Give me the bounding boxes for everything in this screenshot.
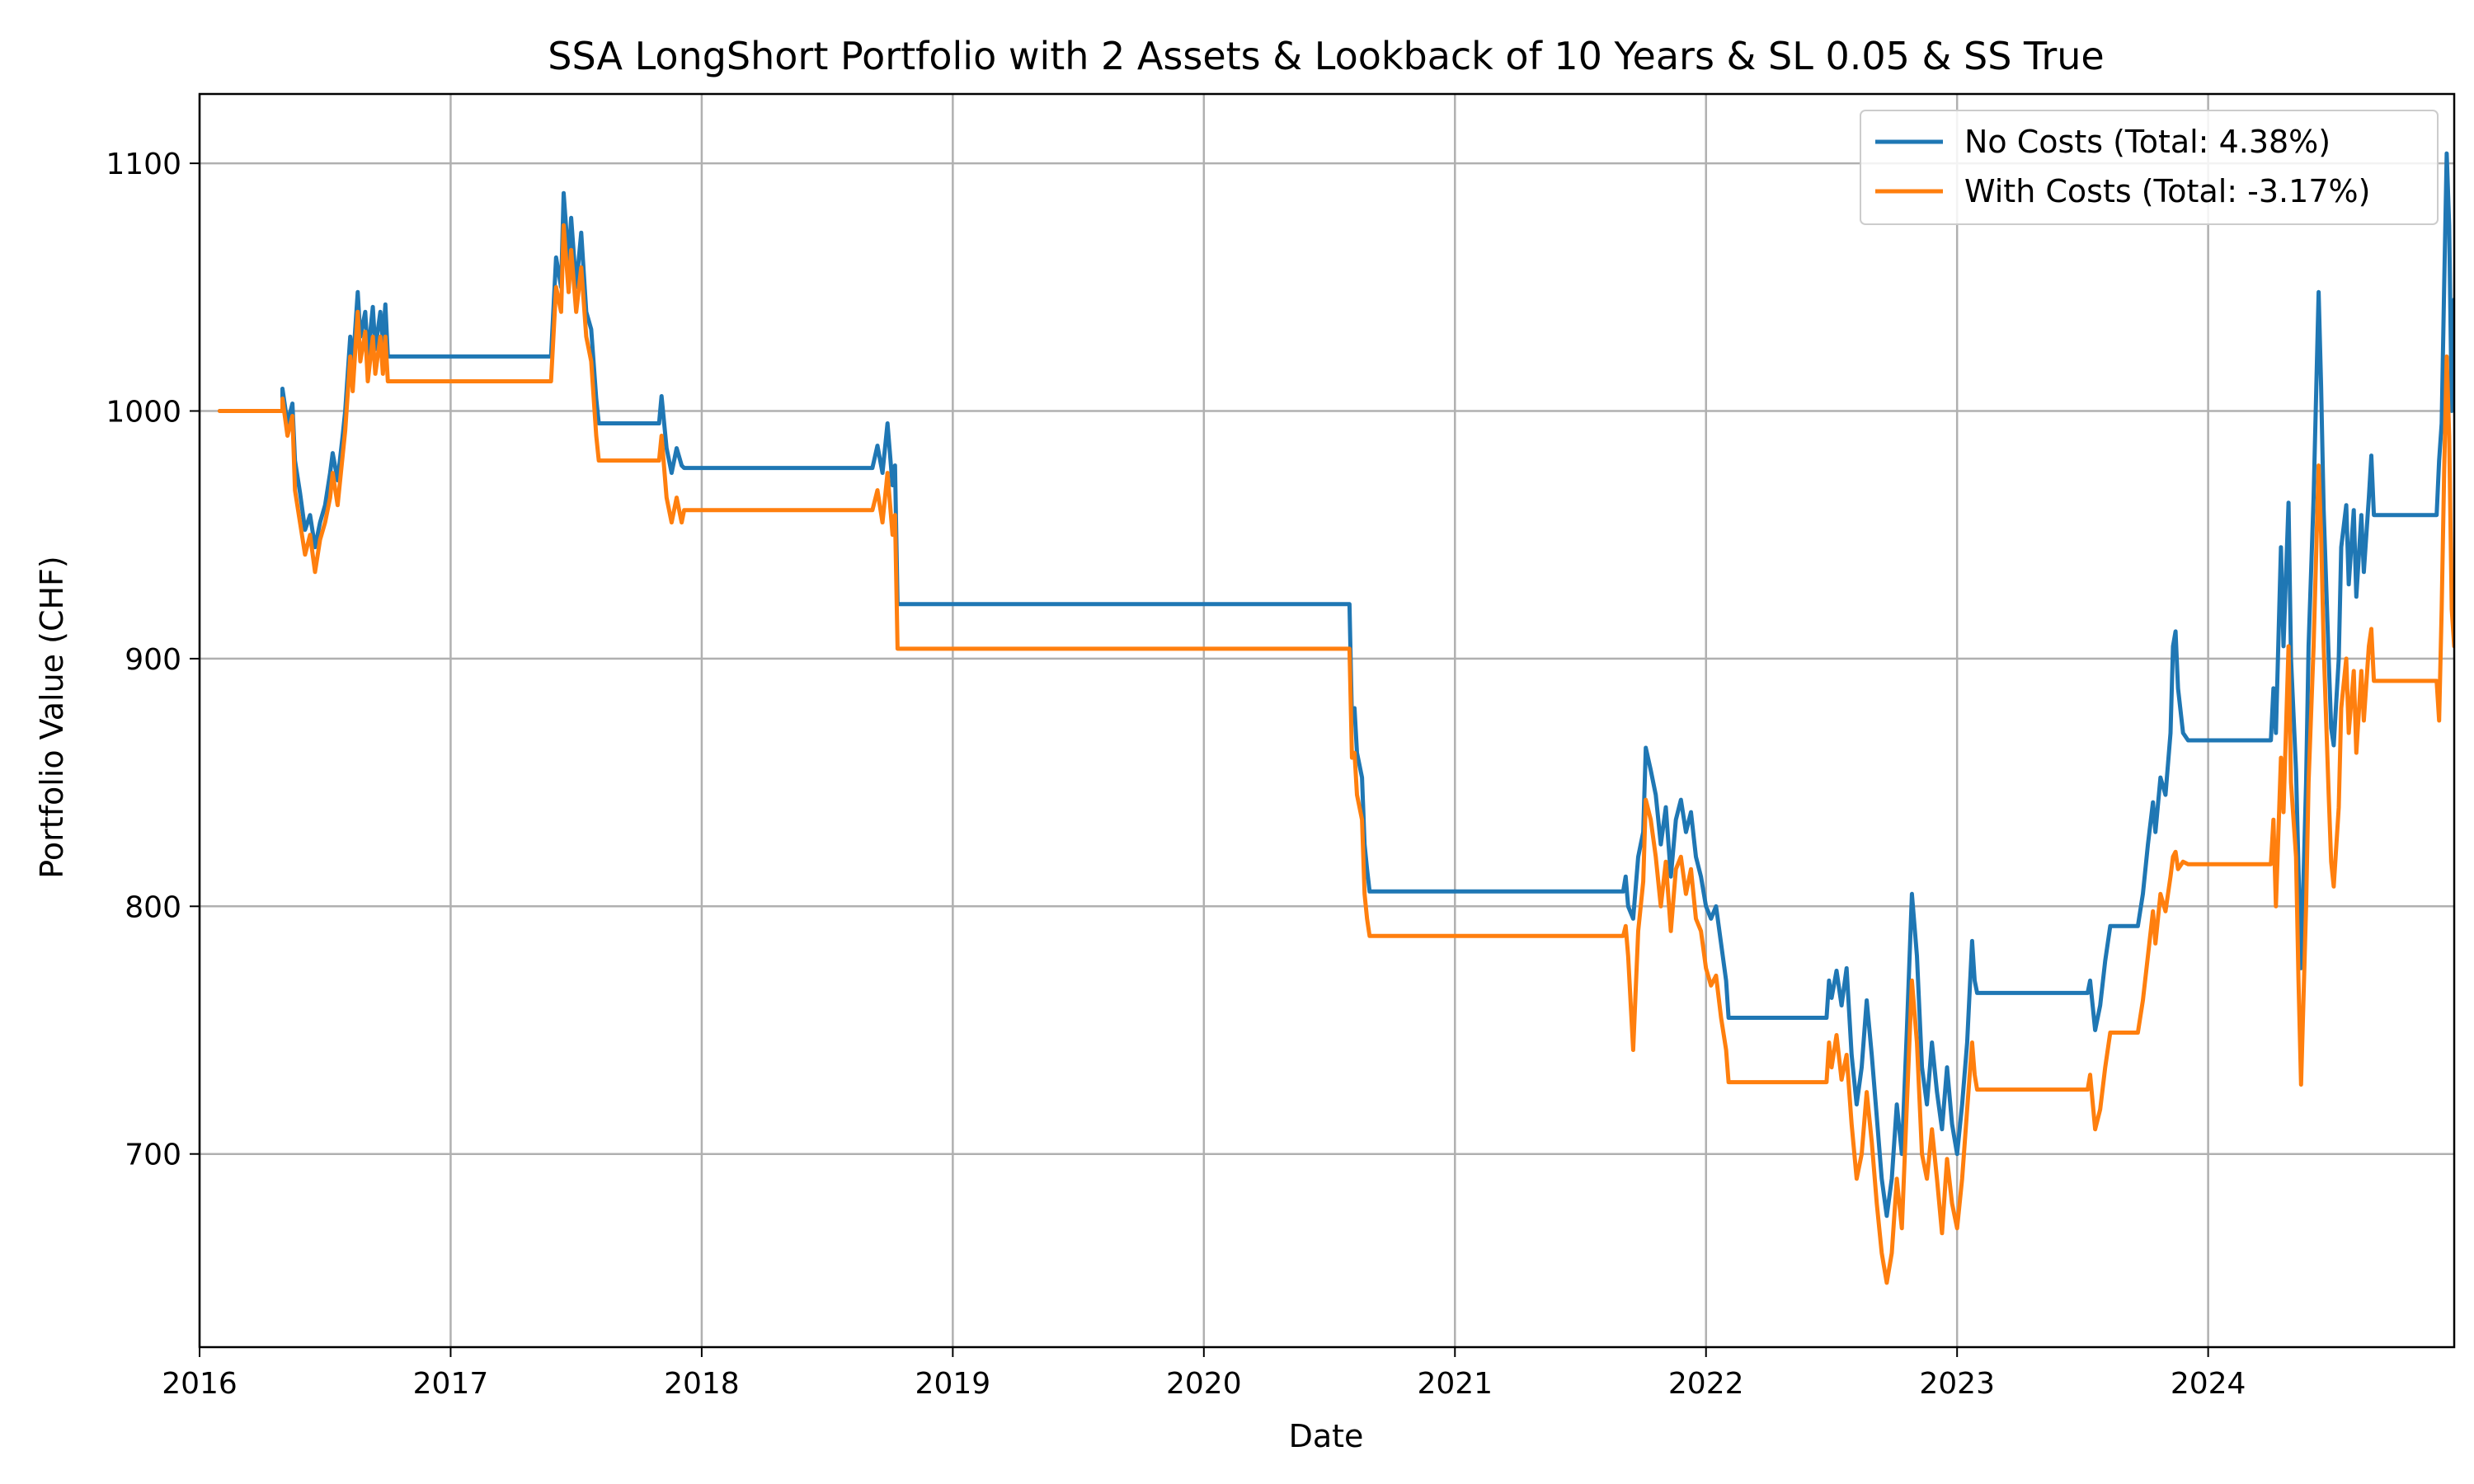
x-tick-label: 2017 <box>413 1367 489 1401</box>
y-tick-label: 1000 <box>106 396 181 430</box>
legend: No Costs (Total: 4.38%) With Costs (Total… <box>1860 110 2439 225</box>
series-line-with-costs <box>217 223 2454 1285</box>
x-tick-label: 2016 <box>162 1367 238 1401</box>
grid <box>198 94 2454 1347</box>
y-tick-label: 800 <box>125 890 181 924</box>
chart-title: SSA LongShort Portfolio with 2 Assets & … <box>548 34 2104 78</box>
x-tick-label: 2024 <box>2171 1367 2246 1401</box>
y-axis-label: Portfolio Value (CHF) <box>34 556 70 878</box>
x-axis-label: Date <box>1289 1418 1364 1454</box>
x-tick-label: 2019 <box>915 1367 991 1401</box>
y-tick-label: 1100 <box>106 148 181 181</box>
plot-area-frame <box>198 92 2456 1349</box>
legend-box <box>1860 110 2439 225</box>
x-tick-label: 2018 <box>664 1367 740 1401</box>
legend-label: With Costs (Total: -3.17%) <box>1964 173 2370 209</box>
legend-label: No Costs (Total: 4.38%) <box>1964 124 2331 160</box>
y-tick-label: 700 <box>125 1139 181 1172</box>
x-tick-label: 2020 <box>1166 1367 1242 1401</box>
x-tick-label: 2023 <box>1919 1367 1995 1401</box>
series-layer <box>217 151 2454 1285</box>
axis-ticks: 2016 2017 2018 2019 2020 2021 2022 2023 2024 700 8… <box>106 148 2246 1401</box>
x-tick-label: 2022 <box>1668 1367 1744 1401</box>
y-tick-label: 900 <box>125 643 181 677</box>
x-tick-label: 2021 <box>1417 1367 1493 1401</box>
